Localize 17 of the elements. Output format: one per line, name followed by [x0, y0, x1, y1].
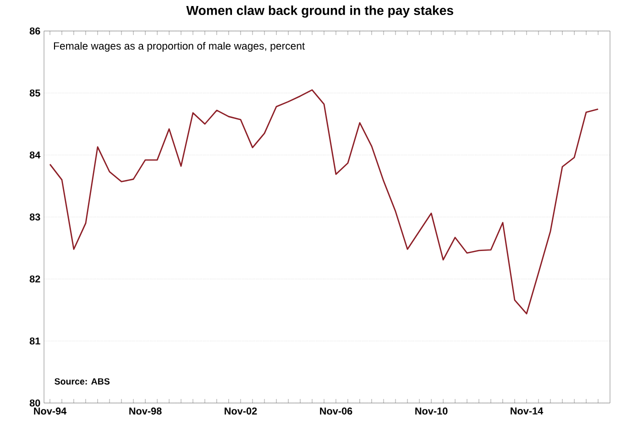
x-tick-label: Nov-06 — [320, 408, 352, 415]
chart-title: Women claw back ground in the pay stakes — [186, 6, 454, 18]
annotation: Source: ABS — [54, 378, 110, 385]
x-tick-label: Nov-14 — [510, 408, 544, 414]
x-tick-label: Nov-10 — [415, 408, 448, 415]
x-tick-label: Nov-02 — [224, 408, 257, 415]
y-tick-label: 85 — [30, 89, 40, 97]
x-tick-label: Nov-98 — [129, 408, 162, 415]
y-tick-label: 80 — [30, 399, 40, 407]
y-tick-label: 86 — [30, 27, 40, 35]
text: Female wages as a proportion of male wages, percent — [54, 42, 305, 52]
x-tick-label: Nov-94 — [34, 408, 67, 415]
y-tick-label: 82 — [30, 275, 40, 283]
y-tick-label: 81 — [30, 337, 40, 345]
y-tick-label: 83 — [30, 213, 40, 221]
line-series — [49, 89, 599, 314]
y-tick-label: 84 — [30, 151, 40, 159]
